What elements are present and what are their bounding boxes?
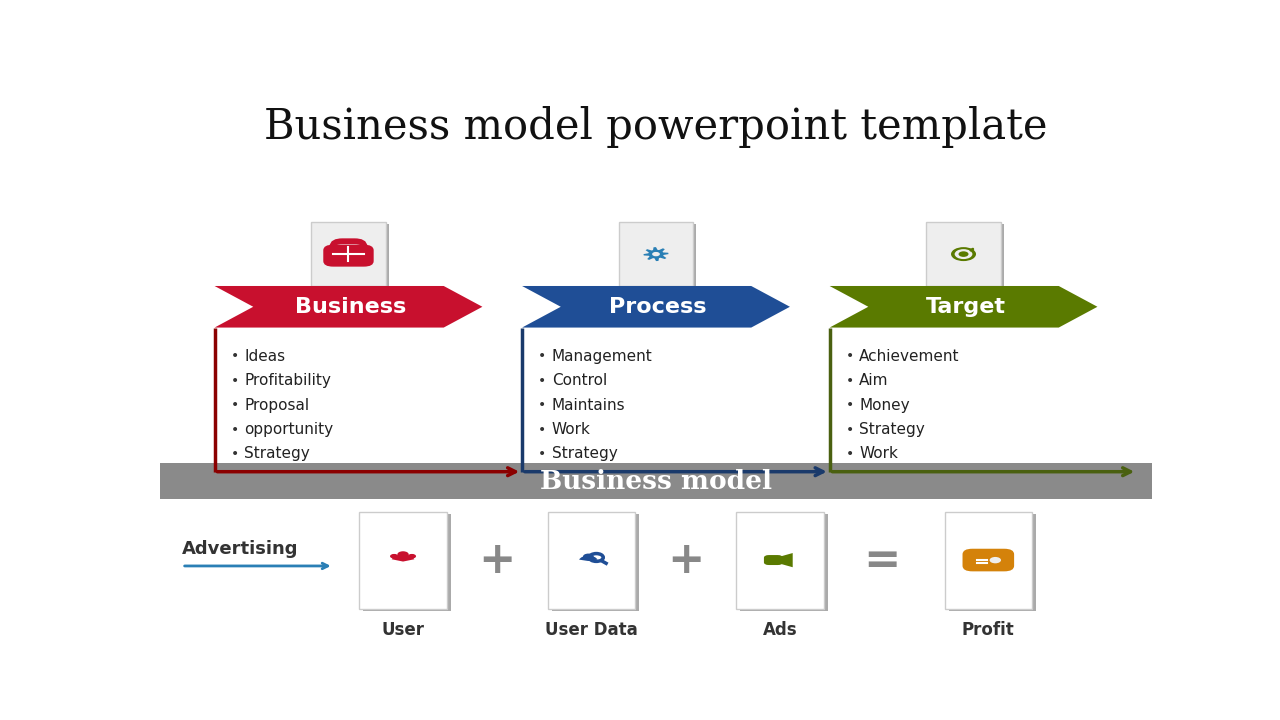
Text: •: • <box>846 374 854 388</box>
Text: •: • <box>538 374 547 388</box>
Text: Proposal: Proposal <box>244 397 310 413</box>
FancyBboxPatch shape <box>364 514 451 611</box>
Text: =: = <box>864 539 901 582</box>
Text: Profit: Profit <box>963 621 1015 639</box>
Circle shape <box>397 552 408 558</box>
Text: Management: Management <box>552 349 653 364</box>
Text: Strategy: Strategy <box>859 422 925 437</box>
Text: Work: Work <box>552 422 590 437</box>
Text: +: + <box>479 539 516 582</box>
Circle shape <box>955 249 973 259</box>
Text: Strategy: Strategy <box>244 446 310 462</box>
Text: •: • <box>538 447 547 461</box>
Text: •: • <box>230 349 238 364</box>
FancyBboxPatch shape <box>945 512 1032 608</box>
Wedge shape <box>579 556 598 561</box>
FancyBboxPatch shape <box>927 222 1001 286</box>
FancyBboxPatch shape <box>622 224 696 288</box>
FancyBboxPatch shape <box>160 464 1152 500</box>
Circle shape <box>408 554 416 559</box>
Polygon shape <box>522 286 790 328</box>
FancyBboxPatch shape <box>963 549 1014 572</box>
Text: User Data: User Data <box>545 621 637 639</box>
Wedge shape <box>392 555 415 562</box>
Text: •: • <box>230 374 238 388</box>
FancyBboxPatch shape <box>548 512 635 608</box>
Text: Control: Control <box>552 373 607 388</box>
FancyBboxPatch shape <box>736 512 823 608</box>
Text: •: • <box>846 349 854 364</box>
Text: Ideas: Ideas <box>244 349 285 364</box>
Text: Business model powerpoint template: Business model powerpoint template <box>264 106 1048 148</box>
Polygon shape <box>777 553 792 567</box>
Polygon shape <box>829 286 1097 328</box>
FancyBboxPatch shape <box>360 512 447 608</box>
FancyBboxPatch shape <box>764 555 783 565</box>
FancyBboxPatch shape <box>311 222 385 286</box>
Text: Aim: Aim <box>859 373 888 388</box>
Circle shape <box>951 247 977 261</box>
FancyBboxPatch shape <box>315 224 389 288</box>
Text: •: • <box>538 349 547 364</box>
FancyBboxPatch shape <box>618 222 694 286</box>
Text: Profitability: Profitability <box>244 373 332 388</box>
FancyBboxPatch shape <box>740 514 828 611</box>
Text: •: • <box>538 398 547 412</box>
Text: •: • <box>846 447 854 461</box>
Text: •: • <box>230 398 238 412</box>
FancyBboxPatch shape <box>552 514 639 611</box>
Polygon shape <box>215 286 483 328</box>
Text: •: • <box>230 423 238 436</box>
Text: Money: Money <box>859 397 910 413</box>
Text: opportunity: opportunity <box>244 422 334 437</box>
Text: Business model: Business model <box>540 469 772 494</box>
Text: User: User <box>381 621 425 639</box>
Text: •: • <box>230 447 238 461</box>
Text: Business: Business <box>294 297 406 317</box>
Text: •: • <box>846 423 854 436</box>
Polygon shape <box>644 247 668 261</box>
Circle shape <box>959 251 969 257</box>
Circle shape <box>390 554 398 559</box>
Text: •: • <box>846 398 854 412</box>
Text: •: • <box>538 423 547 436</box>
Circle shape <box>989 557 1001 563</box>
Text: Maintains: Maintains <box>552 397 626 413</box>
Circle shape <box>652 252 660 256</box>
Circle shape <box>582 554 594 559</box>
FancyBboxPatch shape <box>948 514 1036 611</box>
Text: Advertising: Advertising <box>182 540 298 558</box>
Text: Target: Target <box>925 297 1006 317</box>
Text: Ads: Ads <box>763 621 797 639</box>
Text: Work: Work <box>859 446 899 462</box>
FancyBboxPatch shape <box>324 245 374 266</box>
Text: Strategy: Strategy <box>552 446 617 462</box>
FancyBboxPatch shape <box>929 224 1004 288</box>
Text: Process: Process <box>609 297 707 317</box>
Text: +: + <box>667 539 704 582</box>
Text: Achievement: Achievement <box>859 349 960 364</box>
